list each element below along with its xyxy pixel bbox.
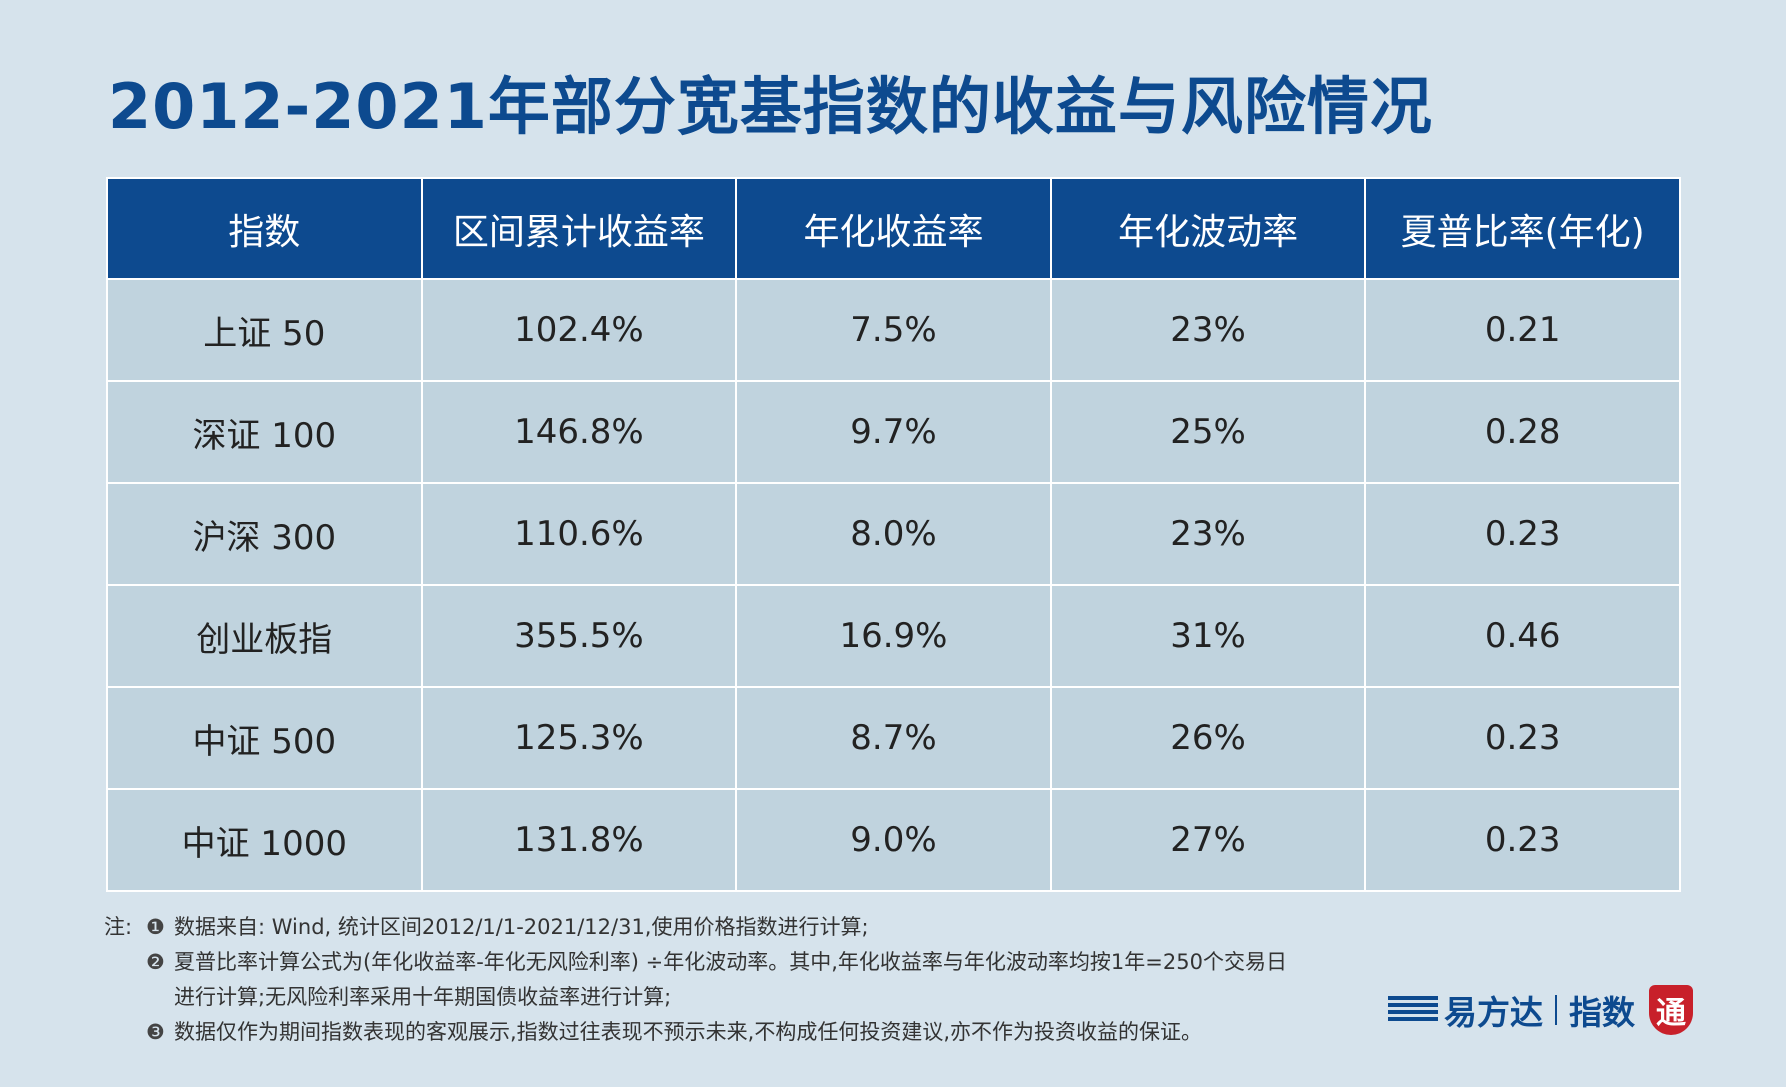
table-cell: 31%: [1049, 584, 1367, 688]
table-cell: 25%: [1049, 380, 1367, 484]
table-cell: 中证 1000: [106, 788, 423, 892]
column-header: 年化收益率: [735, 177, 1052, 280]
table-cell: 创业板指: [106, 584, 423, 688]
table-row: 沪深 300 110.6% 8.0% 23% 0.23: [106, 482, 1681, 586]
table-cell: 110.6%: [420, 482, 738, 586]
table-cell: 0.21: [1364, 278, 1681, 382]
logo-sub: 指数: [1569, 993, 1635, 1032]
notes: 注: ❶ 数据来自: Wind, 统计区间2012/1/1-2021/12/31,…: [104, 910, 1374, 1050]
table-cell: 23%: [1049, 278, 1367, 382]
column-header: 指数: [106, 177, 423, 280]
table-cell: 9.7%: [735, 380, 1052, 484]
table-cell: 沪深 300: [106, 482, 423, 586]
logo-icon: [1388, 996, 1438, 1024]
table-row: 上证 50 102.4% 7.5% 23% 0.21: [106, 278, 1681, 382]
data-table: 指数 区间累计收益率 年化收益率 年化波动率 夏普比率(年化) 上证 50 102.4% 7.…: [106, 177, 1681, 892]
logo-brand: 易方达: [1444, 993, 1543, 1032]
table-cell: 8.0%: [735, 482, 1052, 586]
table-row: 中证 500 125.3% 8.7% 26% 0.23: [106, 686, 1681, 790]
table-cell: 0.46: [1364, 584, 1681, 688]
table-cell: 23%: [1049, 482, 1367, 586]
table-row: 创业板指 355.5% 16.9% 31% 0.46: [106, 584, 1681, 688]
table-cell: 146.8%: [420, 380, 738, 484]
note-marker: ❶: [146, 915, 165, 939]
table-cell: 355.5%: [420, 584, 738, 688]
table-cell: 深证 100: [106, 380, 423, 484]
table-body: 上证 50 102.4% 7.5% 23% 0.21 深证 100 146.8% 9.7% 25…: [106, 278, 1681, 892]
table-cell: 0.23: [1364, 482, 1681, 586]
table-cell: 上证 50: [106, 278, 423, 382]
table-cell: 102.4%: [420, 278, 738, 382]
table-cell: 0.28: [1364, 380, 1681, 484]
table-cell: 8.7%: [735, 686, 1052, 790]
note-text: 夏普比率计算公式为(年化收益率-年化无风险利率) ÷年化波动率。其中,年化收益率…: [174, 950, 1287, 1009]
column-header: 区间累计收益率: [420, 177, 738, 280]
note-text: 数据仅作为期间指数表现的客观展示,指数过往表现不预示未来,不构成任何投资建议,亦…: [174, 1020, 1203, 1044]
table-cell: 125.3%: [420, 686, 738, 790]
notes-label: 注:: [104, 915, 133, 939]
table-cell: 27%: [1049, 788, 1367, 892]
note-marker: ❸: [146, 1020, 165, 1044]
table-row: 深证 100 146.8% 9.7% 25% 0.28: [106, 380, 1681, 484]
table-cell: 16.9%: [735, 584, 1052, 688]
header-row: 指数 区间累计收益率 年化收益率 年化波动率 夏普比率(年化): [106, 177, 1681, 280]
table-cell: 9.0%: [735, 788, 1052, 892]
logo: 易方达 指数 通: [1388, 985, 1693, 1035]
table-cell: 131.8%: [420, 788, 738, 892]
note-marker: ❷: [146, 950, 165, 974]
table-cell: 7.5%: [735, 278, 1052, 382]
table-row: 中证 1000 131.8% 9.0% 27% 0.23: [106, 788, 1681, 892]
column-header: 夏普比率(年化): [1364, 177, 1681, 280]
table-cell: 26%: [1049, 686, 1367, 790]
table-cell: 中证 500: [106, 686, 423, 790]
logo-seal: 通: [1649, 985, 1693, 1035]
note-text: 数据来自: Wind, 统计区间2012/1/1-2021/12/31,使用价格…: [174, 915, 869, 939]
title: 2012-2021年部分宽基指数的收益与风险情况: [108, 70, 1433, 143]
note-item: ❶ 数据来自: Wind, 统计区间2012/1/1-2021/12/31,使用价…: [104, 910, 1374, 945]
table-cell: 0.23: [1364, 788, 1681, 892]
column-header: 年化波动率: [1049, 177, 1367, 280]
note-item: ❸ 数据仅作为期间指数表现的客观展示,指数过往表现不预示未来,不构成任何投资建议,…: [104, 1015, 1374, 1050]
logo-separator: [1555, 995, 1557, 1025]
table-cell: 0.23: [1364, 686, 1681, 790]
note-item: ❷ 夏普比率计算公式为(年化收益率-年化无风险利率) ÷年化波动率。其中,年化收益…: [104, 945, 1374, 1015]
